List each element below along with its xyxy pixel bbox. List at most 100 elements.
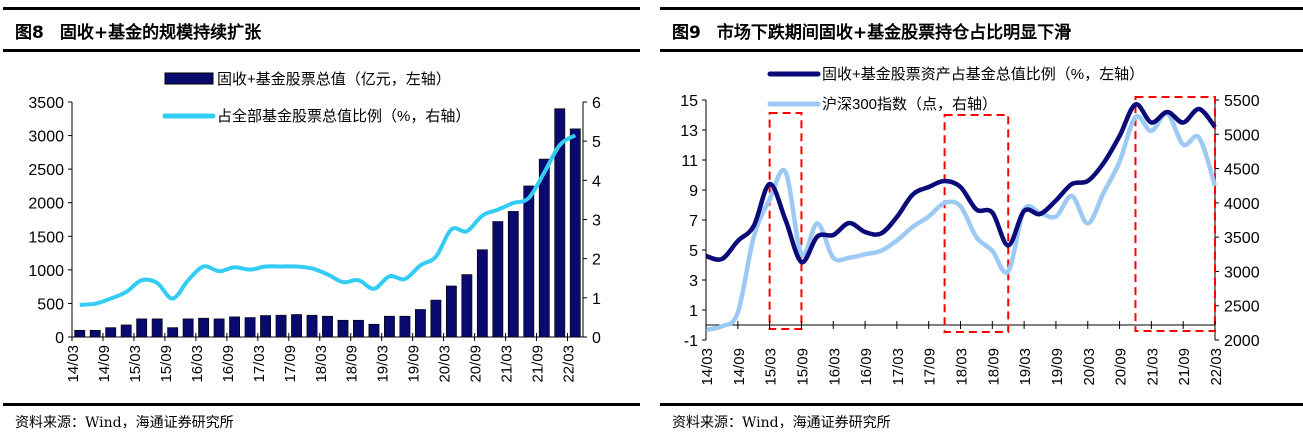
left-axis-tick-label: 7: [689, 213, 698, 230]
bar-20/09: [476, 249, 488, 338]
legend-bar-swatch: [164, 72, 214, 85]
left-axis-tick-label: 3000: [28, 129, 64, 146]
x-axis-tick-label: 19/09: [1049, 348, 1066, 386]
x-axis-tick-label: 14/03: [699, 348, 716, 386]
bar-15/06: [151, 318, 163, 338]
source-note: 资料来源：Wind，海通证券研究所: [15, 415, 234, 431]
right-axis-tick-label: 5: [592, 134, 601, 151]
bar-22/03: [569, 128, 581, 338]
right-axis-tick-label: 5000: [1224, 127, 1260, 144]
figure-title: 图9 市场下跌期间固收+基金股票持仓占比明显下滑: [672, 18, 1071, 43]
x-axis-tick-label: 20/03: [1081, 348, 1098, 386]
bar-17/06: [275, 314, 287, 338]
right-axis-tick-label: 3: [592, 213, 601, 230]
bar-18/03: [322, 315, 333, 338]
bar-16/06: [213, 318, 225, 338]
x-axis-tick-label: 17/09: [282, 345, 299, 383]
left-axis-tick-label: 0: [55, 330, 64, 347]
bar-15/09: [167, 327, 179, 338]
right-axis-tick-label: 2: [592, 252, 601, 269]
bar-19/09: [414, 309, 426, 338]
x-axis-tick-label: 15/03: [763, 348, 780, 386]
bar-16/09: [229, 316, 241, 338]
bottom-rule: [660, 403, 1303, 406]
x-axis-tick-label: 15/09: [794, 348, 811, 386]
legend-bar-label: 固收+基金股票总值（亿元，左轴）: [217, 71, 451, 88]
x-axis-tick-label: 18/09: [985, 348, 1002, 386]
bar-14/12: [120, 324, 132, 338]
left-axis-tick-label: 1000: [28, 263, 64, 280]
bar-20/03: [445, 285, 457, 338]
bar-16/12: [244, 317, 256, 338]
left-axis-tick-label: 3: [689, 273, 698, 290]
x-axis-tick-label: 17/03: [890, 348, 907, 386]
right-axis-tick-label: 4500: [1224, 162, 1260, 179]
left-axis-tick-label: 1: [689, 303, 698, 320]
bar-21/09: [538, 158, 550, 338]
bar-16/03: [198, 317, 210, 338]
title-rule: [660, 49, 1303, 52]
right-axis-tick-label: 5500: [1224, 93, 1260, 110]
x-axis-tick-label: 15/03: [127, 345, 144, 383]
bar-18/06: [337, 319, 349, 338]
highlight-box-20/12-22/03: [1134, 96, 1216, 332]
highlight-box-15/03-15/09: [768, 112, 803, 330]
legend-hs300-label: 沪深300指数（点，右轴）: [822, 96, 997, 113]
left-axis-tick-label: 9: [689, 183, 698, 200]
bar-21/03: [507, 211, 519, 338]
left-axis-tick-label: -1: [684, 333, 698, 350]
bottom-rule: [3, 403, 640, 406]
x-axis-tick-label: 19/03: [375, 345, 392, 383]
x-axis-tick-label: 14/03: [65, 345, 82, 383]
legend-line-label: 占全部基金股票总值比例（%，右轴）: [217, 107, 470, 125]
bar-19/03: [384, 315, 395, 338]
bar-21/06: [523, 185, 535, 338]
bar-15/03: [136, 318, 148, 338]
bar-14/09: [105, 327, 117, 338]
right-axis-tick-label: 0: [592, 330, 601, 347]
x-axis-tick-label: 22/03: [1208, 348, 1225, 386]
bar-14/06: [89, 329, 101, 338]
figure-title: 图8 固收+基金的规模持续扩张: [15, 18, 261, 43]
right-axis-tick-label: 1: [592, 291, 601, 308]
figure-title-text: 市场下跌期间固收+基金股票持仓占比明显下滑: [716, 23, 1072, 43]
right-axis-tick-label: 4000: [1224, 196, 1260, 213]
bar-18/12: [368, 323, 380, 338]
bar-17/09: [291, 314, 302, 338]
x-axis-tick-label: 16/03: [826, 348, 843, 386]
bar-17/12: [306, 314, 318, 338]
right-axis-tick-label: 3000: [1224, 264, 1260, 281]
bar-17/03: [260, 315, 271, 338]
right-axis-tick-label: 3500: [1224, 230, 1260, 247]
x-axis-tick-label: 20/03: [437, 345, 454, 383]
right-axis-tick-label: 4: [592, 173, 601, 190]
left-axis-tick-label: 5: [689, 243, 698, 260]
left-axis-tick-label: 3500: [28, 95, 64, 112]
x-axis-tick-label: 18/03: [954, 348, 971, 386]
highlight-box-17/12-18/12: [943, 114, 1010, 333]
x-axis-tick-label: 21/03: [1144, 348, 1161, 386]
equity-ratio-line: [705, 102, 1217, 265]
x-axis-tick-label: 14/09: [731, 348, 748, 386]
x-axis-tick-label: 18/03: [313, 345, 330, 383]
x-axis-tick-label: 18/09: [344, 345, 361, 383]
left-axis-tick-label: 13: [680, 123, 698, 140]
top-rule: [660, 7, 1303, 10]
x-axis-tick-label: 16/03: [189, 345, 206, 383]
x-axis-tick-label: 20/09: [1113, 348, 1130, 386]
right-axis-tick-label: 2000: [1224, 333, 1260, 350]
figure-9-panel: 图9 市场下跌期间固收+基金股票持仓占比明显下滑 资料来源：Wind，海通证券研究…: [660, 0, 1303, 441]
bar-19/06: [399, 315, 411, 338]
x-axis-tick-label: 22/03: [561, 345, 578, 383]
x-axis-tick-label: 16/09: [858, 348, 875, 386]
top-rule: [3, 7, 640, 10]
bar-15/12: [182, 318, 194, 338]
bar-14/03: [74, 329, 86, 338]
figure-number: 图8: [15, 23, 44, 43]
x-axis-tick-label: 15/09: [158, 345, 175, 383]
figure-number: 图9: [672, 23, 701, 43]
x-axis-tick-label: 19/09: [406, 345, 423, 383]
left-axis-tick-label: 500: [37, 296, 64, 313]
bar-18/09: [353, 319, 364, 338]
